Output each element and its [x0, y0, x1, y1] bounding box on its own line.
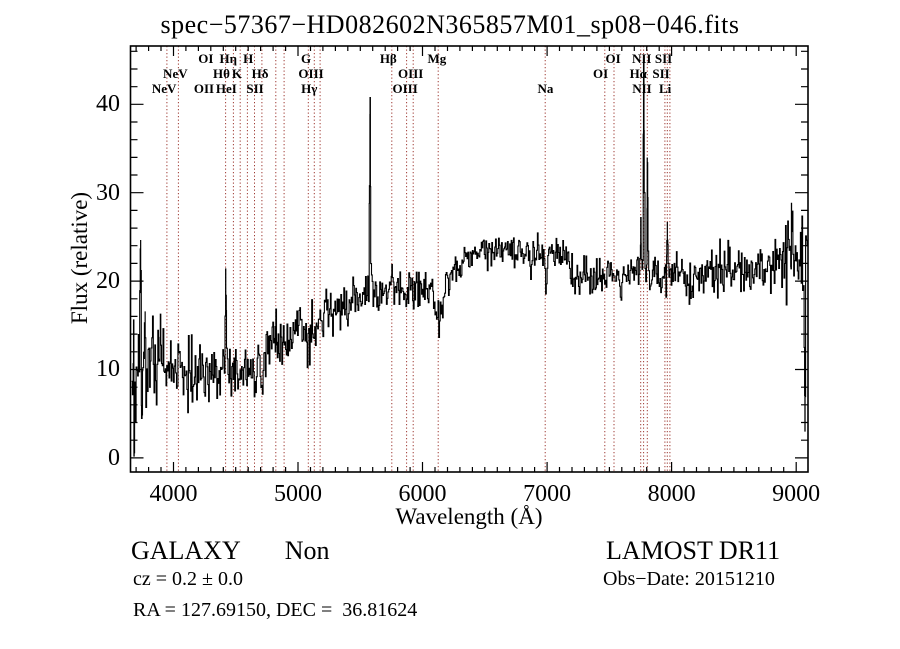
ra-dec-text: RA = 127.69150, DEC = 36.81624 — [133, 599, 418, 621]
y-tick-label: 20 — [96, 268, 120, 295]
spectral-line-label: OI — [593, 66, 609, 81]
spectral-line-label: OIII — [398, 66, 424, 81]
spectral-line-label: Li — [658, 81, 672, 96]
spectral-line-label: OI — [198, 51, 214, 66]
classification-line: GALAXY Non — [131, 536, 330, 566]
y-tick-label: 0 — [108, 444, 120, 471]
spectral-line-label: NII — [631, 51, 652, 66]
spectral-line-label: Mg — [427, 51, 447, 66]
spectral-line-label: NeV — [151, 81, 177, 96]
x-tick-label: 8000 — [647, 481, 696, 507]
x-tick-label: 5000 — [274, 481, 322, 507]
y-tick-label: 40 — [96, 91, 120, 118]
figure-title: spec−57367−HD082602N365857M01_sp08−046.f… — [160, 10, 740, 39]
plot-frame — [129, 45, 809, 473]
spectral-line-label: OI — [605, 51, 621, 66]
spectral-line-label: SII — [246, 81, 264, 96]
spectral-line-label: NeV — [163, 66, 188, 81]
object-subclass: Non — [284, 536, 330, 565]
x-tick-label: 9000 — [772, 481, 821, 507]
spectral-line-label: G — [301, 51, 312, 66]
x-tick-label: 4000 — [149, 481, 198, 507]
spectral-line-label: Hβ — [379, 51, 397, 66]
spectral-line-label: Hα — [629, 66, 647, 81]
spectral-line-label: OII — [193, 81, 215, 96]
spectral-line-label: SII — [654, 51, 673, 66]
spectral-line-label: SII — [652, 66, 670, 81]
axis-ticks — [130, 46, 808, 472]
cz-text: cz = 0.2 ± 0.0 — [133, 568, 244, 590]
x-axis-label: Wavelength (Å) — [395, 504, 543, 529]
marked-spectral-lines — [166, 46, 671, 472]
spectral-line-label: Hθ — [212, 66, 230, 81]
y-axis-label: Flux (relative) — [67, 191, 92, 325]
spectral-line-label: Na — [537, 81, 554, 96]
survey-release-text: LAMOST DR11 — [606, 536, 781, 565]
obs-date-text: Obs−Date: 20151210 — [603, 568, 775, 590]
spectral-line-label: OIII — [298, 66, 324, 81]
spectral-line-label: Hγ — [301, 81, 318, 96]
spectral-line-label: HeI — [215, 81, 237, 96]
y-tick-label: 30 — [96, 179, 120, 206]
spectral-line-label: Hδ — [251, 66, 269, 81]
x-tick-label: 6000 — [398, 481, 447, 507]
spectral-line-label: H — [243, 51, 254, 66]
y-tick-label: 10 — [96, 356, 120, 383]
spectrum-trace — [131, 56, 808, 457]
object-class: GALAXY — [131, 536, 241, 565]
spectral-line-label: NII — [632, 81, 652, 96]
x-tick-label: 7000 — [523, 481, 572, 507]
spectral-line-label: OIII — [392, 81, 418, 96]
spectral-line-label: Hη — [219, 51, 238, 66]
spectral-line-label: K — [231, 66, 243, 81]
